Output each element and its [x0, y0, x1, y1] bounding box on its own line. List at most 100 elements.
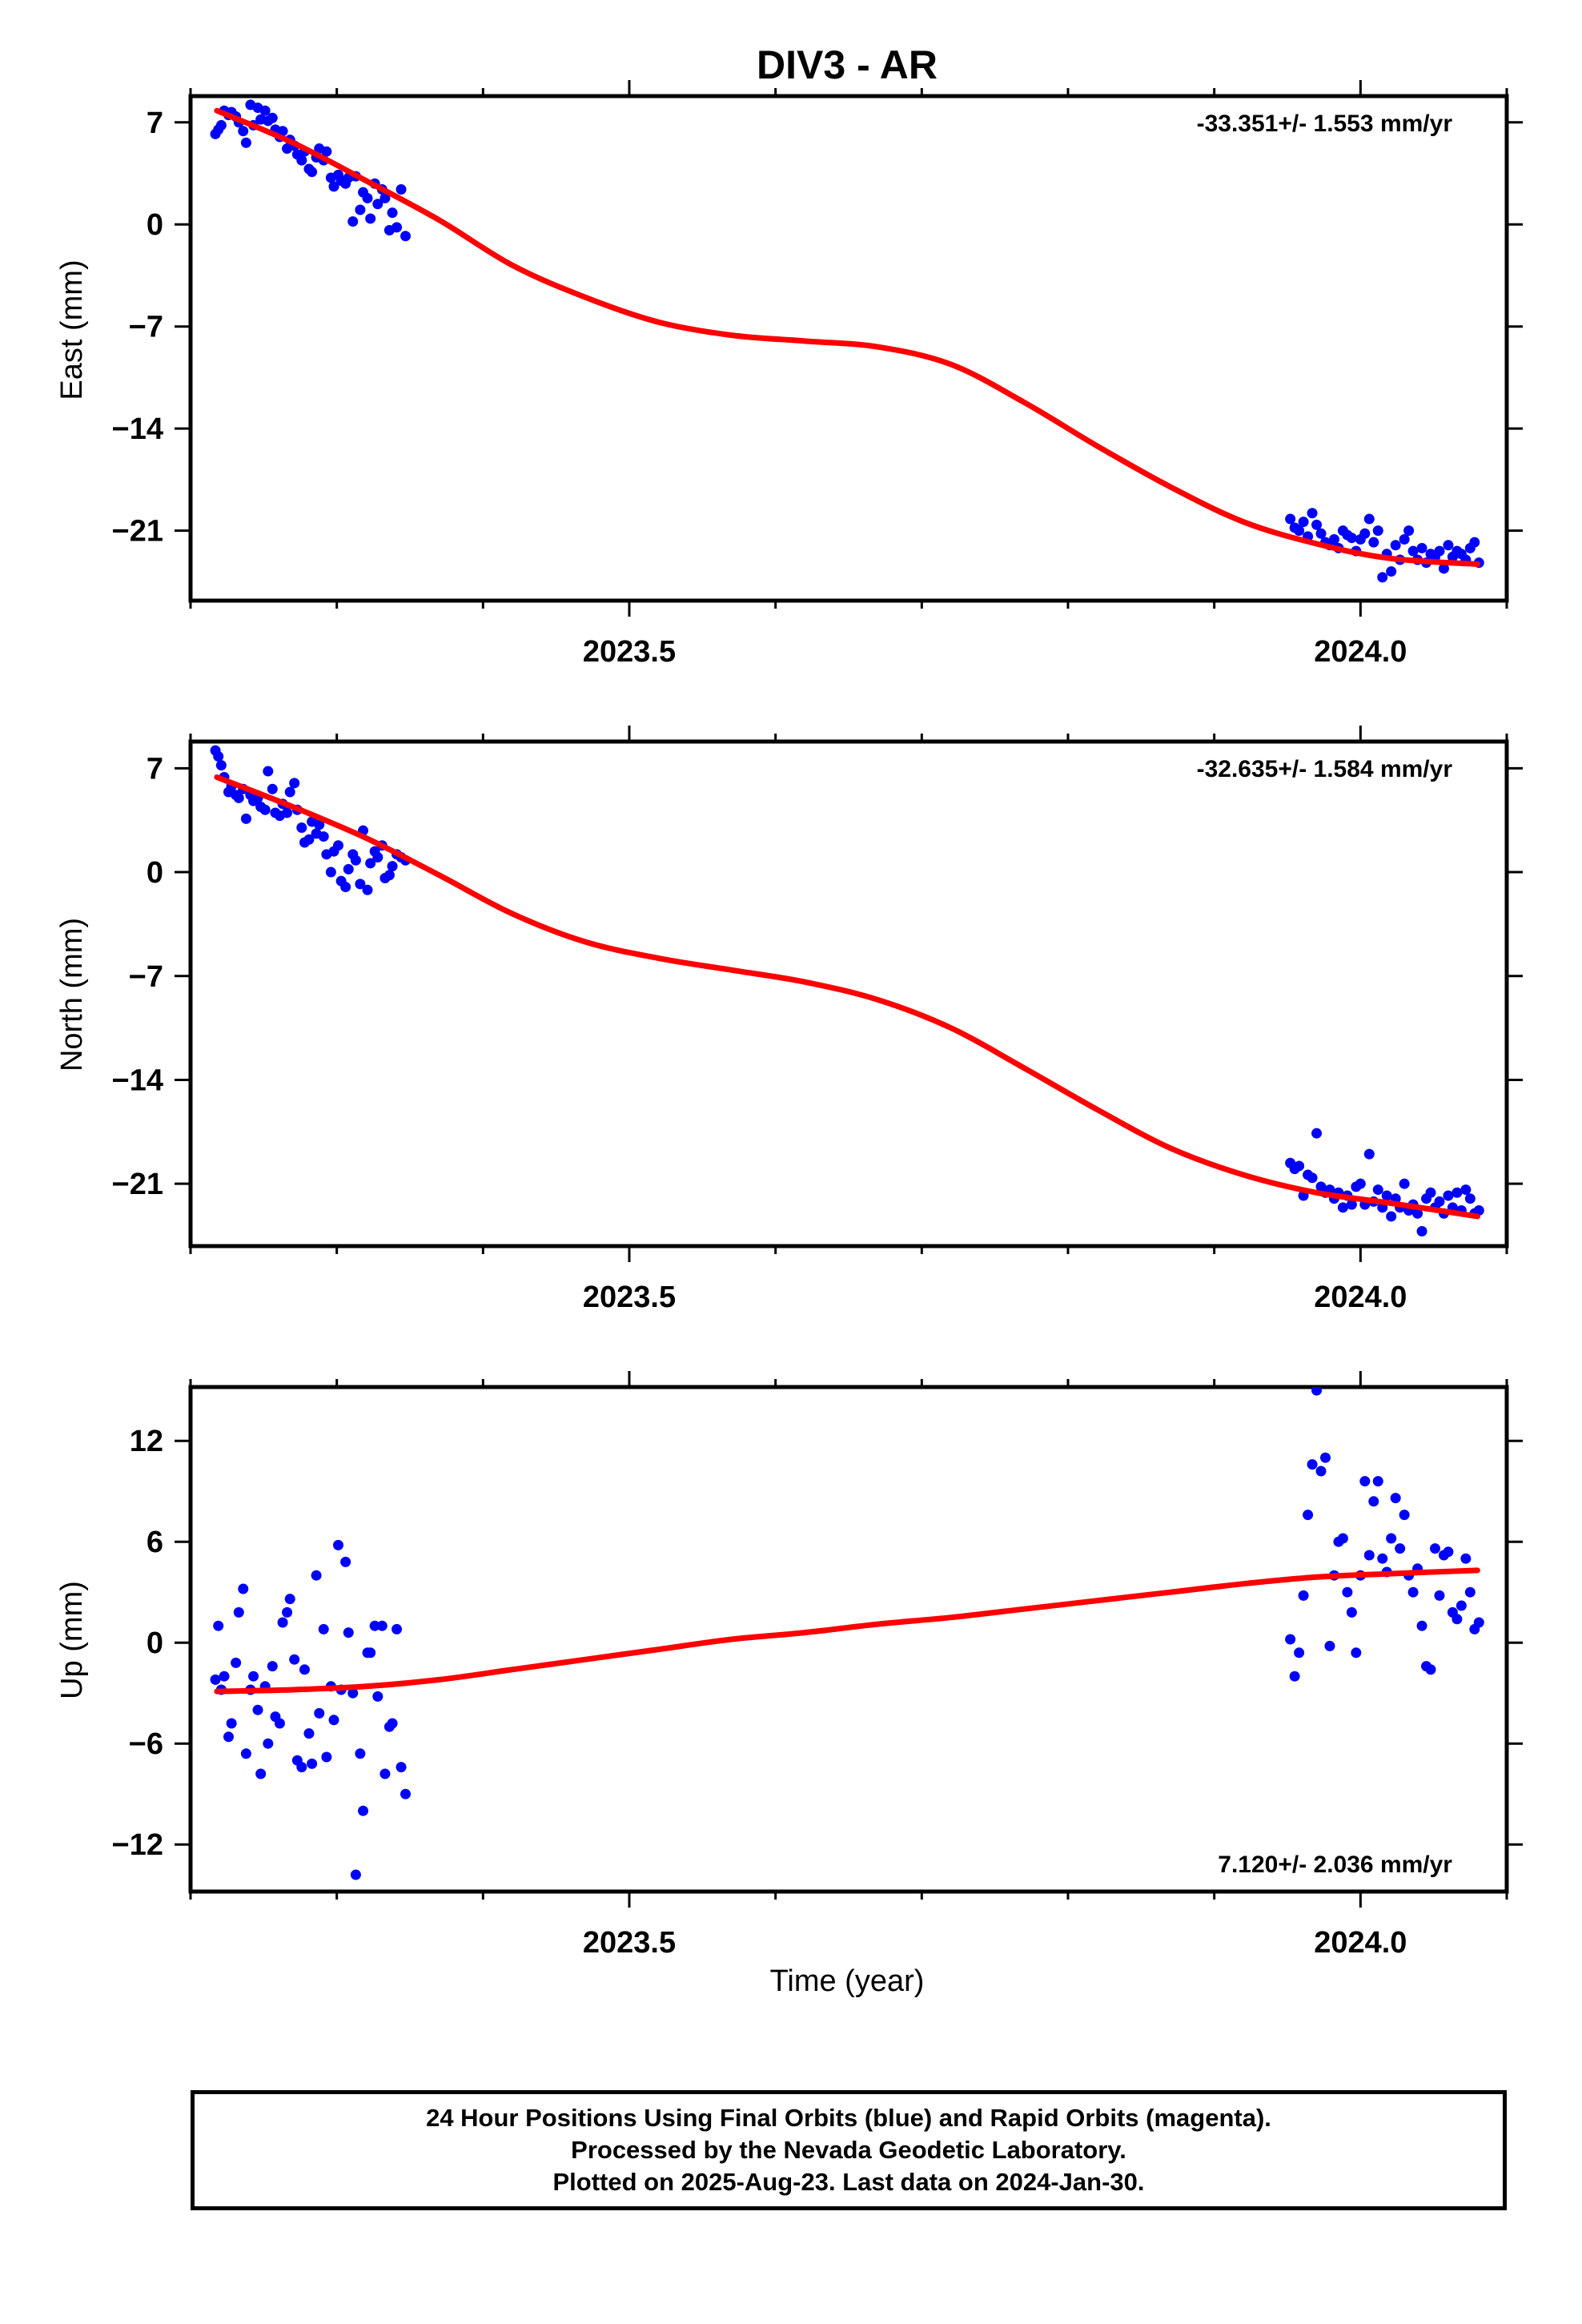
data-point [1469, 537, 1480, 548]
velocity-label: -32.635+/- 1.584 mm/yr [1197, 756, 1453, 782]
y-tick-label: −7 [129, 311, 163, 344]
data-point [219, 1671, 230, 1682]
data-point [1416, 542, 1427, 553]
data-point [1407, 545, 1419, 557]
data-point [383, 870, 395, 881]
data-point [362, 884, 373, 895]
data-point [233, 792, 244, 803]
data-point [1359, 1476, 1371, 1487]
panels: 2023.5 2024.0 7 0 −7 −14 −21 East (mm) -33.351+/… [55, 80, 1523, 1960]
data-point [1386, 1211, 1397, 1222]
data-point [296, 822, 307, 833]
data-point [1386, 1533, 1397, 1544]
data-layer [210, 745, 1484, 1236]
data-point [1315, 528, 1327, 539]
data-point [1368, 537, 1379, 548]
data-point [303, 834, 315, 845]
data-point [391, 222, 403, 233]
data-layer [210, 1387, 1484, 1880]
data-point [289, 1654, 300, 1665]
data-point [355, 204, 366, 215]
data-point [303, 1728, 315, 1739]
data-point [1307, 1172, 1318, 1184]
data-point [240, 137, 251, 148]
data-point [1337, 1202, 1348, 1213]
y-tick-label: 0 [147, 1626, 163, 1660]
data-point [284, 786, 295, 798]
data-point [1460, 1553, 1472, 1564]
data-point [372, 1691, 383, 1702]
data-point [1298, 517, 1309, 528]
data-point [1390, 540, 1401, 551]
data-point [311, 1570, 322, 1581]
data-point [1307, 508, 1318, 519]
data-point [1438, 563, 1449, 574]
data-point [343, 1627, 354, 1638]
data-point [1473, 1205, 1484, 1216]
data-point [233, 1606, 244, 1618]
data-point [1303, 1510, 1314, 1521]
data-point [1473, 1617, 1484, 1628]
data-point [362, 192, 373, 203]
footer-line-1: 24 Hour Positions Using Final Orbits (bl… [426, 2104, 1271, 2132]
data-point [259, 804, 271, 815]
data-point [1425, 1664, 1436, 1675]
panel-north: 2023.5 2024.0 7 0 −7 −14 −21 North (mm) -32.635+… [55, 726, 1523, 1314]
data-point [1399, 534, 1410, 545]
data-point [1443, 1546, 1454, 1558]
data-point [1381, 1190, 1392, 1201]
data-point [1372, 1184, 1383, 1196]
model-curve [214, 1567, 1480, 1695]
data-point [328, 1715, 339, 1726]
data-point [1337, 1533, 1348, 1544]
data-point [318, 831, 329, 842]
data-point [1311, 519, 1323, 530]
data-point [210, 1674, 221, 1685]
y-tick-label: −14 [112, 1063, 163, 1097]
data-point [1294, 1647, 1305, 1659]
data-point [400, 1788, 412, 1799]
data-point [1294, 1160, 1305, 1172]
data-point [314, 819, 325, 830]
y-tick-label: −7 [129, 960, 163, 994]
y-tick-label: −21 [112, 515, 163, 549]
data-point [1416, 1225, 1427, 1236]
data-point [355, 1748, 366, 1759]
data-point [358, 1805, 369, 1816]
y-tick-label: 0 [147, 856, 163, 890]
data-point [282, 1606, 293, 1618]
data-point [1342, 1586, 1353, 1598]
data-point [1443, 1190, 1454, 1201]
data-point [1434, 545, 1445, 557]
data-point [1363, 1550, 1375, 1561]
data-point [328, 181, 339, 192]
data-point [263, 1738, 274, 1749]
y-tick-label: −12 [112, 1828, 163, 1862]
data-point [1372, 525, 1383, 537]
data-point [350, 1869, 361, 1880]
data-point [1377, 572, 1388, 583]
data-point [1363, 513, 1375, 525]
model-curve [214, 107, 1480, 567]
data-point [259, 105, 271, 116]
data-point [1307, 1459, 1318, 1470]
x-tick-label: 2023.5 [583, 1926, 676, 1960]
data-point [1294, 525, 1305, 537]
x-axis-label: Time (year) [770, 1964, 925, 1998]
data-point [1429, 1543, 1440, 1554]
data-point [223, 1731, 234, 1743]
data-point [1386, 566, 1397, 577]
y-tick-label: −6 [129, 1727, 163, 1761]
y-tick-label: 0 [147, 208, 163, 242]
data-point [1368, 1496, 1379, 1507]
data-point [1460, 1184, 1472, 1196]
data-point [267, 1661, 278, 1672]
data-point [1416, 1620, 1427, 1631]
data-point [396, 1762, 407, 1773]
data-point [332, 1539, 343, 1550]
data-point [347, 1687, 359, 1699]
data-point [1407, 1586, 1419, 1598]
data-point [1346, 1199, 1357, 1210]
panel-up: 2023.5 2024.0 12 6 0 −6 −12 Up (mm) 7.120+/- 2.0… [55, 1371, 1523, 1960]
data-point [350, 854, 361, 866]
